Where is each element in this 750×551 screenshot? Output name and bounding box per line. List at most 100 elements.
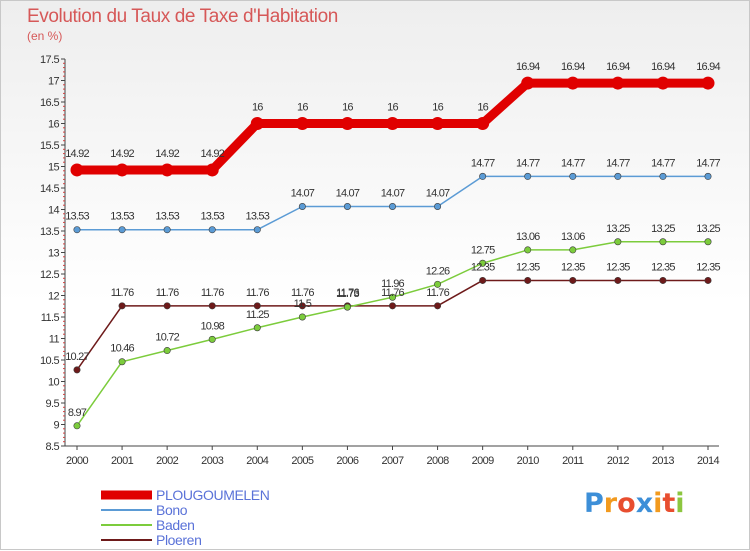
data-label: 11.76 <box>291 287 314 299</box>
data-label: 13.06 <box>516 231 540 243</box>
data-label: 13.25 <box>696 223 720 235</box>
data-label: 8.97 <box>68 407 87 419</box>
data-point <box>115 163 129 177</box>
data-point <box>298 302 306 310</box>
data-point <box>343 202 351 210</box>
data-label: 14.92 <box>110 148 134 160</box>
y-tick-label: 10 <box>48 377 60 389</box>
data-label: 16 <box>477 102 488 114</box>
data-label: 16.94 <box>561 61 585 73</box>
y-tick-label: 13 <box>48 248 60 260</box>
data-label: 12.75 <box>471 244 495 256</box>
x-tick-label: 2008 <box>427 455 450 467</box>
data-label: 16.94 <box>696 61 720 73</box>
logo-letter: i <box>675 488 685 519</box>
y-tick-label: 17 <box>48 76 60 88</box>
data-point <box>388 293 396 301</box>
data-point <box>253 302 261 310</box>
data-label: 13.06 <box>561 231 585 243</box>
data-label: 12.35 <box>651 261 675 273</box>
y-tick-label: 17.5 <box>40 54 59 66</box>
data-point <box>118 226 126 234</box>
logo-letter: r <box>603 488 618 519</box>
data-point <box>569 276 577 284</box>
data-label: 12.35 <box>516 261 540 273</box>
x-tick-label: 2005 <box>291 455 314 467</box>
data-point <box>479 276 487 284</box>
x-tick-label: 2012 <box>607 455 630 467</box>
data-point <box>73 422 81 430</box>
data-point <box>434 302 442 310</box>
data-label: 14.92 <box>155 148 179 160</box>
x-tick-label: 2003 <box>201 455 224 467</box>
data-label: 13.25 <box>606 223 630 235</box>
y-tick-label: 10.5 <box>40 355 59 367</box>
data-point <box>118 302 126 310</box>
data-point <box>614 276 622 284</box>
data-label: 13.53 <box>155 211 179 223</box>
data-label: 11.76 <box>426 287 449 299</box>
series-plougoumelen <box>70 76 715 177</box>
series-ploeren <box>73 276 712 374</box>
logo-letter: i <box>653 488 663 519</box>
data-point <box>340 117 354 130</box>
logo-letter: t <box>662 488 676 519</box>
y-tick-label: 8.5 <box>46 441 60 453</box>
data-point <box>388 302 396 310</box>
data-point <box>208 302 216 310</box>
data-point <box>569 172 577 180</box>
x-tick-label: 2002 <box>156 455 179 467</box>
y-tick-label: 15 <box>48 162 60 174</box>
data-point <box>431 117 445 130</box>
data-label: 16 <box>432 102 443 114</box>
data-label: 14.07 <box>426 187 450 199</box>
data-point <box>118 358 126 366</box>
y-tick-label: 11.5 <box>41 312 60 324</box>
data-point <box>434 202 442 210</box>
data-point <box>250 117 264 130</box>
data-point <box>343 303 351 311</box>
data-point <box>434 280 442 288</box>
data-point <box>704 238 712 246</box>
x-tick-label: 2011 <box>562 455 584 467</box>
series-bono <box>73 172 712 234</box>
data-label: 16.94 <box>606 61 630 73</box>
data-label: 10.46 <box>110 343 134 355</box>
data-point <box>295 117 309 130</box>
data-label: 11.76 <box>381 287 404 299</box>
data-point <box>208 335 216 343</box>
data-point <box>566 76 580 90</box>
chart-unit-label: (en %) <box>27 29 63 43</box>
data-label: 14.07 <box>291 187 315 199</box>
data-point <box>521 76 535 90</box>
logo-letter: o <box>617 488 636 519</box>
series-baden <box>73 238 712 430</box>
data-label: 14.92 <box>65 148 89 160</box>
data-label: 14.07 <box>336 187 360 199</box>
x-tick-label: 2013 <box>652 455 675 467</box>
y-tick-label: 15.5 <box>40 140 59 152</box>
data-label: 16 <box>342 102 353 114</box>
y-tick-label: 14 <box>48 205 60 217</box>
data-point <box>298 313 306 321</box>
x-tick-label: 2014 <box>697 455 720 467</box>
y-tick-label: 12 <box>48 291 60 303</box>
data-label: 10.72 <box>155 332 179 344</box>
data-label: 11.76 <box>201 287 224 299</box>
data-point <box>298 202 306 210</box>
data-point <box>386 117 399 130</box>
data-label: 12.35 <box>606 261 630 273</box>
data-label: 11.76 <box>111 287 134 299</box>
y-tick-label: 14.5 <box>40 183 59 195</box>
data-point <box>388 202 396 210</box>
y-tick-label: 9.5 <box>46 398 60 410</box>
logo-letter: x <box>635 488 654 519</box>
x-tick-label: 2010 <box>517 455 540 467</box>
data-label: 13.53 <box>246 211 270 223</box>
data-label: 16.94 <box>651 61 675 73</box>
data-point <box>163 226 171 234</box>
data-label: 13.25 <box>651 223 675 235</box>
data-point <box>614 172 622 180</box>
data-label: 14.92 <box>200 148 224 160</box>
